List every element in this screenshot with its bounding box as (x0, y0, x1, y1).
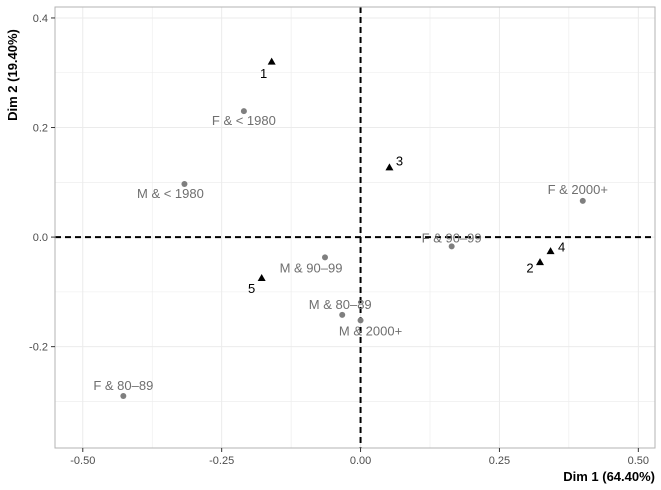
point-label: 2 (526, 260, 533, 275)
triangle-point (546, 247, 555, 255)
x-tick-label: -0.50 (70, 455, 95, 467)
point-label: 1 (260, 66, 267, 81)
data-point (339, 311, 346, 318)
x-ticks: -0.50 -0.25 0.00 0.25 0.50 (70, 448, 649, 467)
point-label: 5 (248, 281, 255, 296)
point-label: 4 (558, 239, 565, 254)
y-ticks: -0.2 0.0 0.2 0.4 (29, 13, 55, 354)
y-axis-title: Dim 2 (19.40%) (5, 29, 20, 121)
point-label: 3 (396, 154, 403, 169)
data-point (120, 392, 127, 399)
y-tick-label: 0.0 (33, 232, 48, 244)
triangle-point (385, 163, 394, 171)
data-point (579, 197, 586, 204)
data-point (181, 180, 188, 187)
point-label: F & 2000+ (548, 182, 608, 197)
plot-border (54, 6, 656, 449)
triangle-point (536, 258, 544, 266)
y-tick-label: 0.4 (33, 13, 48, 25)
data-point (240, 108, 247, 115)
data-points: F & < 1980 M & < 1980 F & 2000+ F & 90–99 M … (93, 57, 608, 399)
x-tick-label: 0.50 (628, 455, 649, 467)
point-label: F & < 1980 (212, 113, 276, 128)
reference-lines (55, 7, 655, 448)
point-label: F & 80–89 (93, 378, 153, 393)
x-tick-label: 0.00 (350, 455, 371, 467)
data-point (322, 254, 328, 261)
y-tick-label: -0.2 (29, 342, 48, 354)
triangle-point (267, 57, 276, 65)
triangle-point (257, 273, 266, 281)
x-tick-label: -0.25 (209, 455, 234, 467)
x-axis-title: Dim 1 (64.40%) (563, 469, 655, 484)
data-point (448, 243, 455, 250)
x-tick-label: 0.25 (489, 455, 510, 467)
data-point (357, 317, 364, 324)
y-tick-label: 0.2 (33, 123, 48, 135)
point-label: M & 2000+ (339, 323, 402, 338)
point-label: M & 80–89 (309, 297, 372, 312)
point-label: M & 90–99 (280, 260, 343, 275)
point-label: F & 90–99 (422, 230, 482, 245)
point-label: M & < 1980 (137, 186, 204, 201)
